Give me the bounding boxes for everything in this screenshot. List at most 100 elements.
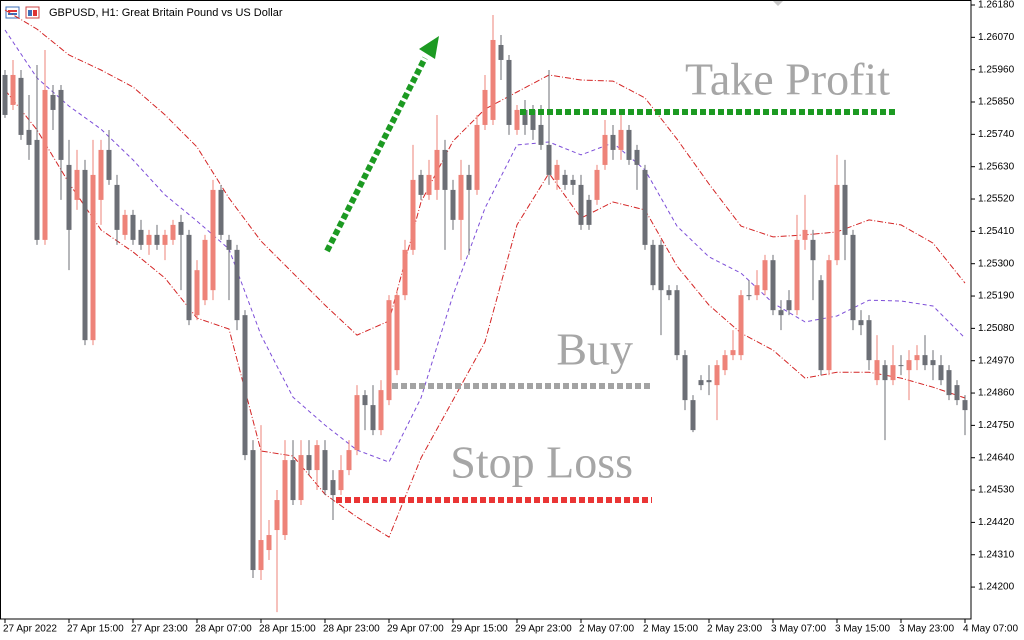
level-label: Buy xyxy=(556,324,633,375)
candle-body xyxy=(290,460,296,501)
candle-body xyxy=(58,89,64,160)
candle-body xyxy=(706,380,712,383)
candle-body xyxy=(202,239,208,301)
candle-body xyxy=(18,77,24,135)
candle-body xyxy=(154,234,160,245)
candle-body xyxy=(410,179,416,250)
candle-body xyxy=(738,295,744,356)
candle-body xyxy=(682,355,688,401)
candle-body xyxy=(770,260,776,311)
candle-body xyxy=(882,365,888,381)
y-tick-label: 1.25740 xyxy=(978,129,1015,140)
candle-body xyxy=(194,270,200,316)
candle-body xyxy=(690,400,696,431)
candle-body xyxy=(730,350,736,356)
icon xyxy=(28,10,32,16)
candle-body xyxy=(914,355,920,361)
x-tick-label: 28 Apr 15:00 xyxy=(259,624,316,635)
candle-body xyxy=(162,234,168,245)
candle-body xyxy=(450,189,456,220)
candle-body xyxy=(818,280,824,371)
level-label: Stop Loss xyxy=(450,437,633,488)
x-tick-label: 29 Apr 23:00 xyxy=(515,624,572,635)
chart-title: GBPUSD, H1: Great Britain Pound vs US Do… xyxy=(49,7,283,19)
candle-body xyxy=(250,450,256,571)
y-tick-label: 1.24860 xyxy=(978,388,1015,399)
x-tick-label: 28 Apr 07:00 xyxy=(195,624,252,635)
candle-body xyxy=(170,224,176,240)
candle-body xyxy=(834,184,840,261)
candle-body xyxy=(570,179,576,185)
candle-body xyxy=(858,320,864,326)
x-tick-label: 2 May 23:00 xyxy=(707,624,762,635)
candle-body xyxy=(234,249,240,321)
candle-body xyxy=(74,169,80,200)
candle-body xyxy=(90,174,96,341)
candle-body xyxy=(466,174,472,190)
candle-body xyxy=(210,189,216,291)
candle-body xyxy=(810,239,816,261)
candle-body xyxy=(586,199,592,225)
candle-body xyxy=(842,184,848,235)
candle-body xyxy=(930,360,936,366)
candle-body xyxy=(306,455,312,471)
candle-body xyxy=(226,239,232,250)
candle-body xyxy=(746,295,752,297)
candle-body xyxy=(594,169,600,200)
candle-body xyxy=(546,144,552,175)
y-tick-label: 1.24310 xyxy=(978,549,1015,560)
candle-body xyxy=(442,149,448,190)
candle-body xyxy=(906,360,912,371)
candle-body xyxy=(922,355,928,366)
candle-body xyxy=(274,500,280,531)
candle-body xyxy=(506,59,512,125)
candle-body xyxy=(874,360,880,381)
candle-body xyxy=(554,164,560,180)
candle-body xyxy=(658,244,664,291)
candle-body xyxy=(794,239,800,311)
x-tick-label: 29 Apr 07:00 xyxy=(387,624,444,635)
candle-body xyxy=(562,174,568,185)
candle-body xyxy=(650,244,656,286)
y-tick-label: 1.24530 xyxy=(978,485,1015,496)
x-tick-label: 27 Apr 15:00 xyxy=(67,624,124,635)
y-tick-label: 1.25520 xyxy=(978,194,1015,205)
y-tick-label: 1.25300 xyxy=(978,258,1015,269)
candle-body xyxy=(178,221,184,235)
candle-body xyxy=(266,535,272,551)
candle-body xyxy=(218,189,224,235)
candle-body xyxy=(26,129,32,145)
x-tick-label: 27 Apr 23:00 xyxy=(131,624,188,635)
candle-body xyxy=(10,74,16,105)
y-tick-label: 1.25410 xyxy=(978,226,1015,237)
candle-body xyxy=(778,310,784,316)
candle-body xyxy=(938,365,944,381)
candle-body xyxy=(522,109,528,125)
y-tick-label: 1.24420 xyxy=(978,517,1015,528)
candle-body xyxy=(482,89,488,125)
candle-body xyxy=(138,229,144,245)
candle-body xyxy=(378,390,384,431)
candle-body xyxy=(298,455,304,501)
candle-body xyxy=(66,164,72,230)
candle-body xyxy=(490,39,496,120)
x-tick-label: 3 May 23:00 xyxy=(899,624,954,635)
candle-body xyxy=(42,89,48,240)
candle-body xyxy=(362,395,368,406)
candle-body xyxy=(402,249,408,296)
candle-body xyxy=(386,300,392,401)
candle-body xyxy=(2,74,8,115)
candle-body xyxy=(962,400,968,411)
candle-body xyxy=(826,260,832,371)
candle-body xyxy=(426,174,432,195)
candle-body xyxy=(786,300,792,311)
band-line xyxy=(4,29,966,463)
candle-body xyxy=(394,295,400,371)
arrow-head xyxy=(419,36,439,59)
candle-body xyxy=(538,124,544,145)
levels: Take Profit Buy Stop Loss xyxy=(336,54,897,504)
x-tick-label: 2 May 15:00 xyxy=(643,624,698,635)
candle-body xyxy=(258,540,264,571)
